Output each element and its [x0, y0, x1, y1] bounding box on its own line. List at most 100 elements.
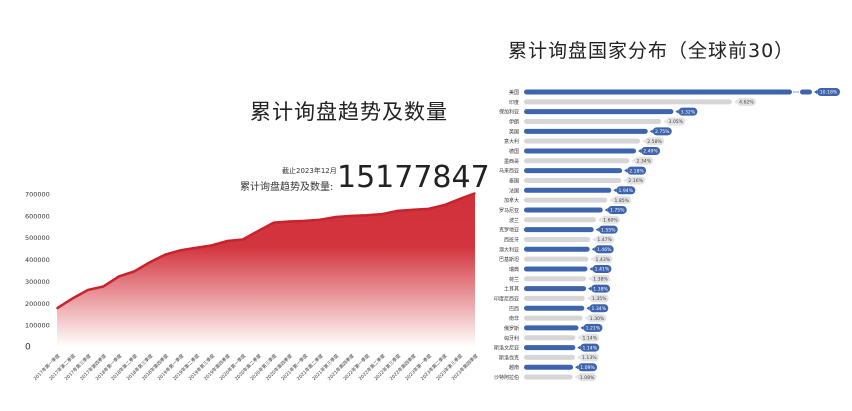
country-label: 越南	[509, 364, 519, 371]
x-tick-label: 2022年第四季度	[388, 352, 418, 382]
trend-chart-title: 累计询盘趋势及数量	[250, 100, 448, 124]
value-label: 10.18%	[820, 90, 838, 96]
bar	[524, 305, 585, 311]
value-pill	[645, 137, 665, 146]
data-point	[102, 285, 105, 288]
x-tick-label: 2017年第三季度	[63, 352, 93, 382]
label-pointer	[588, 286, 592, 291]
bar	[524, 246, 590, 252]
total-value: 15177847	[337, 160, 490, 195]
label-pointer	[575, 365, 579, 370]
label-pointer	[642, 139, 646, 144]
data-point	[303, 220, 306, 222]
value-label: 1.14%	[583, 335, 598, 341]
bar	[524, 217, 596, 223]
y-tick-label: 0	[25, 343, 31, 353]
label-pointer	[577, 345, 581, 350]
label-pointer	[592, 237, 596, 242]
bar	[524, 374, 573, 380]
x-tick-label: 2017年第四季度	[78, 352, 108, 382]
value-label: 1.34%	[592, 306, 607, 312]
x-tick-label: 2020年第一季度	[218, 352, 248, 382]
bar	[524, 207, 603, 213]
x-tick-label: 2019年第三季度	[187, 352, 217, 382]
x-tick-label: 2023年第一季度	[404, 352, 434, 382]
label-pointer	[586, 296, 590, 301]
value-pill	[641, 146, 661, 155]
x-tick-label: 2022年第一季度	[342, 352, 372, 382]
label-pointer	[576, 355, 580, 360]
value-pill	[589, 304, 609, 313]
country-label: 罗马尼亚	[499, 207, 519, 214]
value-label: 1.47%	[597, 237, 612, 243]
x-tick-label: 2019年第二季度	[171, 352, 201, 382]
value-pill	[580, 343, 600, 352]
country-label: 意大利	[504, 138, 519, 145]
x-tick-label: 2018年第二季度	[109, 352, 139, 382]
label-pointer	[590, 257, 594, 262]
country-label: 加拿大	[504, 197, 519, 204]
value-pill	[594, 245, 614, 254]
label-pointer	[598, 217, 601, 222]
bar	[524, 148, 637, 154]
x-tick-label: 2023年第四季度	[450, 352, 480, 382]
value-label: 1.60%	[603, 217, 618, 223]
y-tick-label: 100000	[25, 322, 50, 330]
value-pill	[583, 323, 603, 332]
x-tick-label: 2020年第三季度	[249, 352, 279, 382]
bar	[524, 187, 612, 193]
x-tick-label: 2021年第三季度	[311, 352, 341, 382]
trend-area-chart: 0 100000 200000 300000 400000 500000 600000 700…	[25, 191, 480, 382]
x-tick-label: 2019年第一季度	[156, 352, 186, 382]
value-label: 2.16%	[628, 178, 643, 184]
x-tick-label: 2023年第二季度	[419, 352, 449, 382]
x-tick-label: 2018年第三季度	[125, 352, 155, 382]
bar	[524, 354, 575, 360]
label-pointer	[588, 276, 592, 281]
data-point	[195, 246, 198, 249]
bar	[524, 315, 583, 321]
x-tick-label: 2017年第一季度	[32, 352, 62, 382]
value-pill	[652, 127, 672, 136]
value-pill	[666, 117, 686, 126]
bar	[524, 345, 576, 351]
value-label: 1.94%	[619, 188, 634, 194]
bar	[524, 236, 591, 242]
value-pill	[616, 186, 636, 195]
label-pointer	[624, 168, 628, 173]
value-label: 3.32%	[681, 109, 696, 115]
value-label: 1.38%	[593, 286, 608, 292]
label-pointer	[580, 325, 584, 330]
data-point	[474, 192, 476, 195]
country-label: 美国	[509, 89, 519, 96]
x-tick-label: 2021年第二季度	[295, 352, 325, 382]
data-point	[56, 307, 58, 310]
label-pointer	[663, 119, 667, 124]
data-point	[365, 214, 368, 217]
country-chart-title: 累计询盘国家分布（全球前30）	[508, 40, 795, 62]
bar	[524, 364, 574, 370]
value-pill	[626, 176, 646, 185]
country-label: 波兰	[509, 217, 519, 224]
country-label: 斯洛文尼亚	[494, 345, 519, 352]
bar	[524, 256, 589, 262]
label-pointer	[733, 99, 737, 104]
value-label: 3.05%	[668, 119, 683, 125]
x-tick-label: 2023年第三季度	[434, 352, 464, 382]
label-pointer	[609, 198, 613, 203]
x-tick-label: 2022年第二季度	[357, 352, 387, 382]
data-point	[334, 216, 337, 218]
value-pill	[736, 97, 756, 106]
value-label: 1.38%	[593, 276, 608, 282]
bar	[524, 266, 588, 272]
y-tick-label: 300000	[25, 278, 50, 286]
bar	[524, 118, 662, 124]
y-tick-label: 200000	[25, 300, 50, 308]
value-label: 1.46%	[597, 247, 612, 253]
country-label: 澳大利亚	[499, 246, 519, 253]
value-pill	[595, 235, 615, 244]
as-of-date: 截止2023年12月	[282, 167, 337, 175]
data-point	[164, 253, 167, 256]
country-label: 印度尼西亚	[494, 295, 519, 302]
